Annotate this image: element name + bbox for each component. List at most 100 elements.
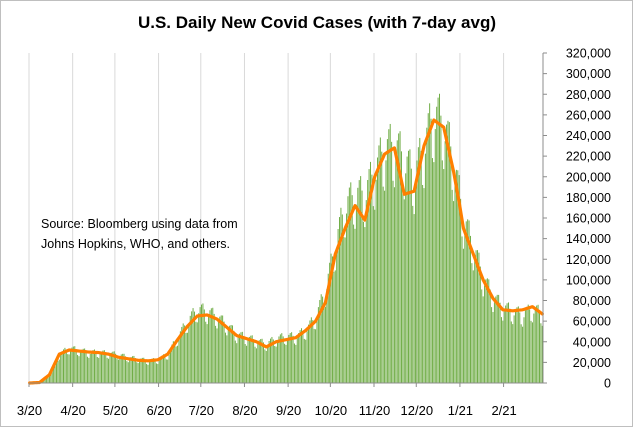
daily-bar [241, 331, 243, 383]
daily-bar [122, 353, 124, 383]
daily-bar [286, 338, 288, 383]
daily-bar [303, 338, 305, 383]
daily-bar [340, 207, 342, 383]
daily-bar [384, 190, 386, 383]
daily-bar [386, 139, 388, 383]
daily-bar [531, 322, 533, 383]
daily-bar [130, 357, 132, 383]
y-tick-label: 200,000 [566, 170, 611, 184]
daily-bar [479, 266, 481, 383]
daily-bar [151, 358, 153, 383]
daily-bar [379, 137, 381, 383]
daily-bar [389, 123, 391, 383]
daily-bar [322, 296, 324, 383]
y-tick-label: 20,000 [573, 356, 611, 370]
daily-bar [393, 187, 395, 383]
daily-bar [199, 307, 201, 383]
daily-bar [415, 183, 417, 383]
daily-bar [271, 336, 273, 383]
daily-bar [170, 348, 172, 383]
daily-bar [289, 333, 291, 383]
y-tick-label: 100,000 [566, 273, 611, 287]
daily-bar [250, 335, 252, 383]
daily-bar [453, 201, 455, 383]
daily-bar [147, 364, 149, 383]
daily-bar [108, 358, 110, 383]
daily-bar [408, 150, 410, 383]
daily-bar [179, 331, 181, 383]
daily-bar [341, 214, 343, 383]
daily-bar [165, 359, 167, 383]
source-annotation-line-2: Johns Hopkins, WHO, and others. [41, 237, 230, 251]
daily-bar [55, 359, 57, 383]
y-tick-label: 240,000 [566, 129, 611, 143]
daily-bar [516, 307, 518, 383]
daily-bar [423, 188, 425, 383]
daily-bar [431, 158, 433, 383]
daily-bar [233, 330, 235, 383]
daily-bar [486, 278, 488, 383]
daily-bar [395, 158, 397, 383]
daily-bar [112, 351, 114, 383]
daily-bar [344, 237, 346, 383]
daily-bar [524, 310, 526, 383]
daily-bar [133, 355, 135, 383]
daily-bar [74, 346, 76, 383]
daily-bar [515, 309, 517, 383]
daily-bar [412, 205, 414, 383]
daily-bar [139, 360, 141, 383]
daily-bar [327, 273, 329, 383]
daily-bar [184, 325, 186, 383]
daily-bar [495, 296, 497, 383]
daily-bar [54, 360, 56, 383]
daily-bar [400, 151, 402, 383]
daily-bar [132, 356, 133, 383]
daily-bar [324, 306, 326, 383]
daily-bar [185, 332, 187, 383]
daily-bar [88, 357, 90, 383]
daily-bar [285, 344, 287, 383]
daily-bar [171, 344, 173, 383]
daily-bar [351, 195, 353, 383]
daily-bar [206, 324, 208, 383]
daily-bar [353, 224, 355, 383]
daily-bar [471, 263, 473, 383]
daily-bar [178, 337, 180, 383]
daily-bar [254, 346, 256, 383]
y-axis-tick-labels: 0 20,000 40,000 60,000 80,000 100,000 120,000 1… [566, 47, 611, 391]
daily-bar [70, 350, 72, 383]
daily-bar [150, 359, 152, 383]
daily-bar [116, 358, 118, 383]
daily-bar [316, 317, 318, 383]
daily-bar [334, 270, 336, 383]
daily-bar [175, 346, 177, 383]
daily-bar [117, 359, 119, 383]
daily-bar [439, 93, 440, 383]
daily-bar [101, 351, 103, 383]
x-tick-label: 2/21 [491, 403, 516, 418]
daily-bar [368, 169, 370, 383]
daily-bar [375, 179, 377, 383]
daily-bar [188, 323, 190, 383]
daily-bar [182, 323, 184, 383]
daily-bar [113, 351, 115, 383]
daily-bar [98, 357, 100, 383]
daily-bar [201, 304, 203, 383]
daily-bar [500, 317, 502, 383]
daily-bar [519, 312, 521, 383]
daily-bar [320, 294, 322, 383]
daily-bar [291, 332, 293, 383]
daily-bar [78, 356, 80, 383]
y-tick-label: 120,000 [566, 253, 611, 267]
daily-bar [362, 221, 364, 383]
daily-bar [339, 217, 341, 383]
daily-bar [208, 315, 210, 383]
daily-bar [536, 305, 538, 383]
daily-bar [472, 270, 474, 383]
daily-bar [281, 333, 283, 383]
daily-bar [155, 363, 157, 383]
daily-bar [168, 353, 170, 383]
y-tick-label: 300,000 [566, 67, 611, 81]
daily-bar [398, 133, 400, 383]
